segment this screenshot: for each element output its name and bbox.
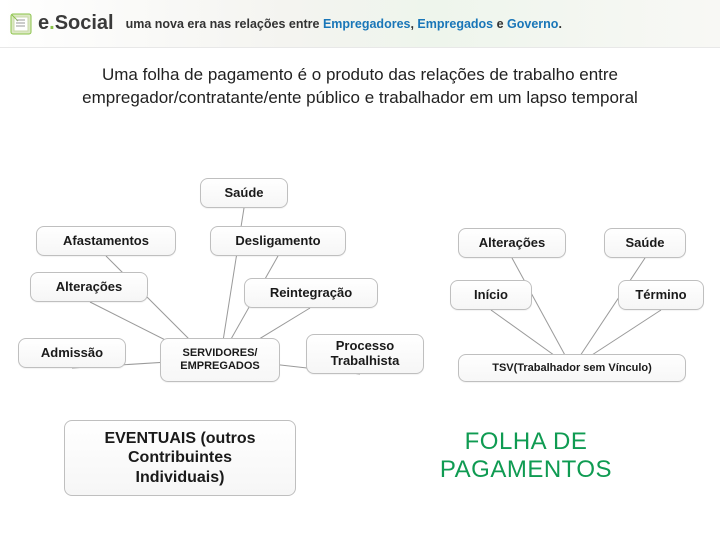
logo-text: e.Social [38, 12, 114, 35]
eventuais-box: EVENTUAIS (outros Contribuintes Individu… [64, 420, 296, 496]
main-text: Uma folha de pagamento é o produto das r… [0, 48, 720, 110]
logo-suffix: Social [55, 12, 114, 34]
tagline: uma nova era nas relações entre Empregad… [126, 17, 562, 31]
folha-pagamentos-title: FOLHA DE PAGAMENTOS [386, 420, 666, 492]
left-node-4: Reintegração [244, 278, 378, 308]
logo-prefix: e [38, 12, 49, 34]
right-node-2: Início [450, 280, 532, 310]
header: e.Social uma nova era nas relações entre… [0, 0, 720, 48]
left-node-1: Afastamentos [36, 226, 176, 256]
left-node-2: Desligamento [210, 226, 346, 256]
right-node-3: Término [618, 280, 704, 310]
left-node-5: Admissão [18, 338, 126, 368]
left-node-0: Saúde [200, 178, 288, 208]
right-node-1: Saúde [604, 228, 686, 258]
left-node-3: Alterações [30, 272, 148, 302]
right-node-0: Alterações [458, 228, 566, 258]
hub-tsv: TSV(Trabalhador sem Vínculo) [458, 354, 686, 382]
hub-servidores-empregados: SERVIDORES/ EMPREGADOS [160, 338, 280, 382]
logo-icon [8, 11, 34, 37]
left-node-6: Processo Trabalhista [306, 334, 424, 374]
logo: e.Social [8, 11, 114, 37]
